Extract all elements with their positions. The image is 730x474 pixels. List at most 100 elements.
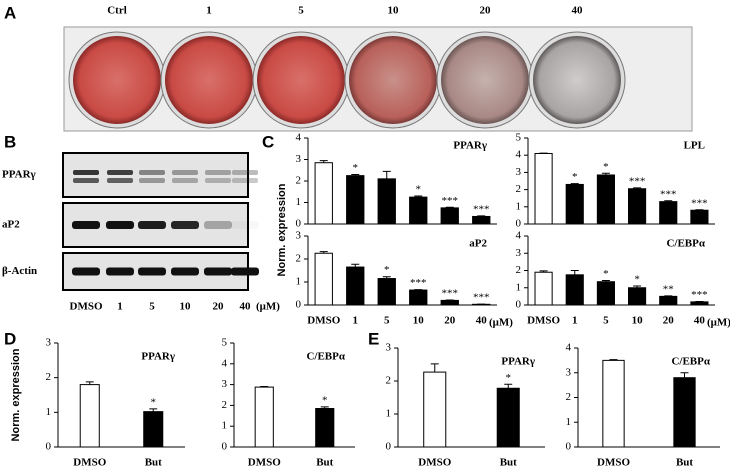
blot-row-label: PPARγ (2, 169, 36, 181)
dish-label: 20 (480, 5, 492, 17)
bar (254, 386, 274, 448)
bar (346, 175, 365, 225)
error-bar (320, 406, 329, 409)
error-bar (680, 372, 689, 378)
y-tick-label: 2 (516, 183, 522, 195)
blot-row-label: β-Actin (2, 265, 37, 277)
significance: * (353, 162, 359, 174)
x-tick-label: 10 (413, 315, 425, 327)
y-tick-label: 0 (566, 441, 572, 453)
y-tick-label: 1 (386, 408, 392, 420)
y-tick-label: 4 (222, 357, 228, 369)
y-tick-label: 3 (46, 337, 52, 349)
error-bar (85, 381, 94, 385)
y-tick-label: 4 (296, 132, 302, 144)
blot-band (232, 170, 258, 175)
y-tick-label: 0 (222, 441, 228, 453)
blot-band (231, 267, 259, 276)
bar (440, 207, 459, 225)
bar (673, 377, 696, 448)
dish-label: 1 (206, 5, 212, 17)
panel-label: D (4, 329, 16, 348)
dish-label: 10 (388, 5, 400, 17)
significance: * (151, 396, 157, 408)
y-tick-label: 1 (516, 281, 522, 293)
bar (377, 178, 396, 225)
bar (602, 359, 625, 448)
blot-band (172, 170, 198, 175)
y-tick-label: 0 (296, 299, 302, 311)
bar (143, 411, 164, 448)
error-bar (260, 385, 269, 388)
bar (315, 408, 335, 448)
bar (628, 287, 647, 306)
dish-stain (533, 36, 621, 124)
error-bar (601, 280, 610, 282)
bar (409, 289, 428, 306)
y-tick-label: 1 (296, 276, 302, 288)
x-tick-label: DMSO (73, 457, 106, 469)
bar (659, 295, 678, 306)
y-tick-label: 1 (296, 196, 302, 208)
dish-label: 40 (572, 5, 584, 17)
y-tick-label: 0 (516, 218, 522, 230)
bar (659, 201, 678, 225)
y-tick-label: 3 (222, 378, 228, 390)
bar (79, 384, 100, 448)
blot-band (171, 267, 199, 276)
error-bar (601, 172, 610, 175)
chart-title: C/EBPα (306, 351, 345, 363)
error-bar (633, 285, 642, 288)
error-bar (477, 215, 486, 217)
blot-lane-label: 40 (240, 301, 252, 313)
error-bar (664, 200, 673, 202)
blot-unit: (μM) (256, 301, 280, 313)
dish-stain (165, 36, 253, 124)
x-tick-label: But (145, 457, 162, 469)
blot-band (232, 178, 258, 183)
y-tick-label: 3 (296, 153, 302, 165)
y-tick-label: 1 (516, 200, 522, 212)
significance: *** (473, 203, 490, 215)
blot-band (72, 221, 100, 229)
y-tick-label: 5 (516, 132, 522, 144)
blot-band (138, 267, 166, 276)
significance: ** (663, 283, 674, 295)
blot-lane-label: 20 (213, 301, 225, 313)
significance: * (603, 268, 609, 280)
blot-band (172, 178, 198, 183)
y-tick-label: 0 (296, 218, 302, 230)
x-tick-label: But (316, 457, 333, 469)
panel-label: E (368, 329, 379, 348)
blot-band (107, 170, 133, 175)
bar (409, 196, 428, 225)
y-tick-label: 2 (46, 371, 52, 383)
blot-band (205, 170, 231, 175)
x-tick-label: DMSO (418, 457, 451, 469)
blot-band (204, 267, 232, 276)
x-tick-label: 20 (444, 315, 456, 327)
bar (314, 162, 333, 225)
panel-label: B (4, 132, 16, 151)
blot-band (139, 178, 165, 183)
dish-stain (349, 36, 437, 124)
x-tick-label: DMSO (307, 315, 340, 327)
bar (690, 301, 709, 306)
x-tick-label: 1 (353, 315, 359, 327)
y-tick-label: 2 (566, 391, 572, 403)
blot-band (106, 221, 134, 229)
chart-title: LPL (684, 140, 705, 152)
significance: * (603, 161, 609, 173)
error-bar (382, 170, 391, 179)
blot-band (205, 178, 231, 183)
significance: *** (410, 277, 427, 289)
bar (596, 281, 615, 306)
blot-row-label: aP2 (2, 219, 20, 231)
y-tick-label: 3 (296, 230, 302, 242)
x-tick-label: 10 (632, 315, 644, 327)
bar (565, 274, 584, 306)
x-tick-label: 1 (572, 315, 578, 327)
error-bar (430, 363, 439, 373)
significance: * (384, 264, 390, 276)
y-axis-label: Norm. expression (10, 348, 22, 441)
